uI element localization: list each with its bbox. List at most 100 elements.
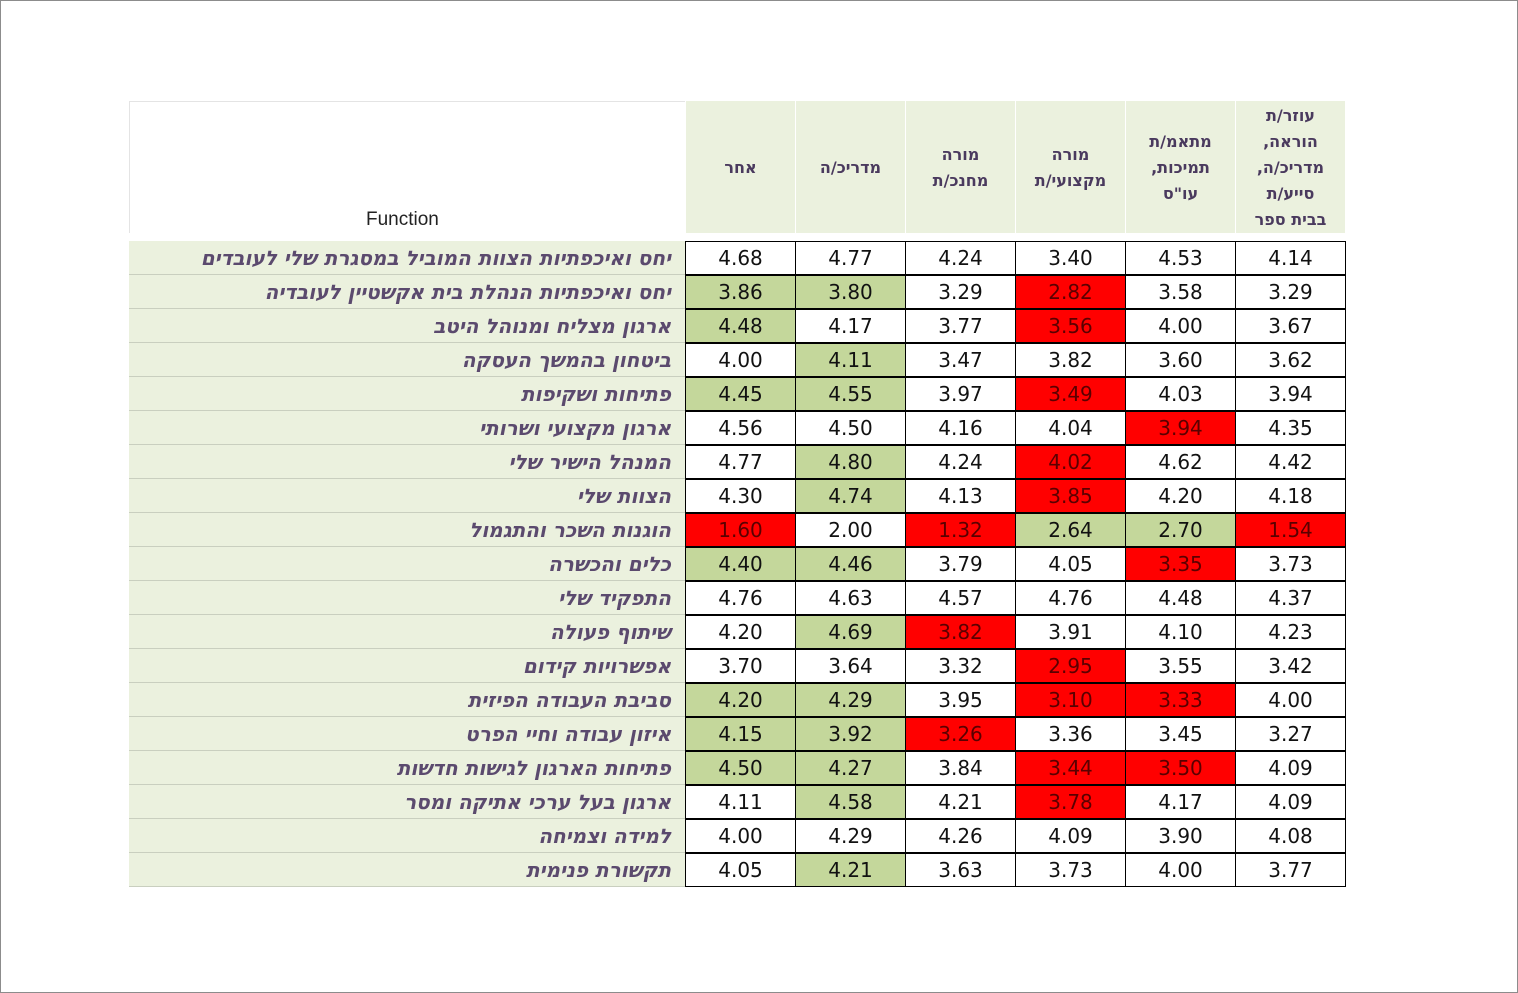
value-cell: 1.54 [1235,513,1346,547]
value-cell: 4.05 [685,853,796,887]
row-label-cell: פתיחות ושקיפות [129,377,685,411]
value-cell: 4.62 [1125,445,1236,479]
value-cell: 4.26 [905,819,1016,853]
value-cell: 4.30 [685,479,796,513]
value-cell: 4.11 [685,785,796,819]
value-cell: 3.94 [1125,411,1236,445]
value-cell: 4.14 [1235,241,1346,275]
value-cell: 4.42 [1235,445,1346,479]
column-header-label: אחר [724,158,757,177]
row-label: ביטחון בהמשך העסקה [461,347,671,372]
row-label: כלים והכשרה [548,551,671,576]
row-label-cell: התפקיד שלי [129,581,685,615]
table-row: ארגון בעל ערכי אתיקה ומסר 4.09 4.17 3.78 4.2… [129,785,1346,819]
row-label: יחס ואיכפתיות הנהלת בית אקשטיין לעובדיה [264,279,671,304]
value-cell: 4.69 [795,615,906,649]
value-cell: 4.18 [1235,479,1346,513]
value-cell: 4.15 [685,717,796,751]
value-cell: 1.32 [905,513,1016,547]
value-cell: 4.48 [1125,581,1236,615]
column-header-label: מתאמ/ת תמיכות, עו"ס [1149,132,1212,203]
value-cell: 3.73 [1235,547,1346,581]
row-label: פתיחות ושקיפות [520,381,671,406]
value-cell: 4.13 [905,479,1016,513]
value-cell: 3.92 [795,717,906,751]
value-cell: 4.16 [905,411,1016,445]
value-cell: 4.35 [1235,411,1346,445]
value-cell: 2.64 [1015,513,1126,547]
value-cell: 3.32 [905,649,1016,683]
value-cell: 3.70 [685,649,796,683]
row-label-cell: למידה וצמיחה [129,819,685,853]
value-cell: 4.20 [685,683,796,717]
row-label-cell: יחס ואיכפתיות הנהלת בית אקשטיין לעובדיה [129,275,685,309]
column-header: מורה מחנכ/ת [905,101,1015,233]
table-row: התפקיד שלי 4.37 4.48 4.76 4.57 4.63 4.76 [129,581,1346,615]
row-label: הצוות שלי [576,483,671,508]
value-cell: 4.50 [685,751,796,785]
value-cell: 3.90 [1125,819,1236,853]
column-header: מורה מקצועי/ת [1015,101,1125,233]
value-cell: 3.91 [1015,615,1126,649]
value-cell: 3.82 [905,615,1016,649]
row-label: אפשרויות קידום [522,653,671,678]
table-row: שיתוף פעולה 4.23 4.10 3.91 3.82 4.69 4.20 [129,615,1346,649]
column-header: מדריכ/ה [795,101,905,233]
value-cell: 3.73 [1015,853,1126,887]
table-row: למידה וצמיחה 4.08 3.90 4.09 4.26 4.29 4.00 [129,819,1346,853]
value-cell: 4.76 [1015,581,1126,615]
value-cell: 4.29 [795,683,906,717]
value-cell: 4.09 [1015,819,1126,853]
value-cell: 3.63 [905,853,1016,887]
header-separator [686,234,1345,241]
row-label-cell: ארגון בעל ערכי אתיקה ומסר [129,785,685,819]
row-label-cell: סביבת העבודה הפיזית [129,683,685,717]
value-cell: 3.10 [1015,683,1126,717]
table-row: הצוות שלי 4.18 4.20 3.85 4.13 4.74 4.30 [129,479,1346,513]
value-cell: 3.45 [1125,717,1236,751]
value-cell: 3.95 [905,683,1016,717]
value-cell: 4.80 [795,445,906,479]
value-cell: 3.35 [1125,547,1236,581]
value-cell: 4.57 [905,581,1016,615]
value-cell: 4.00 [685,819,796,853]
row-label-cell: יחס ואיכפתיות הצוות המוביל במסגרת שלי לע… [129,241,685,275]
value-cell: 4.23 [1235,615,1346,649]
table-row: פתיחות הארגון לגישות חדשות 4.09 3.50 3.44 3.… [129,751,1346,785]
value-cell: 3.62 [1235,343,1346,377]
value-cell: 3.79 [905,547,1016,581]
row-label: הוגנות השכר והתגמול [469,517,671,542]
row-label-cell: איזון עבודה וחיי הפרט [129,717,685,751]
column-header-label: מורה מחנכ/ת [932,145,989,190]
value-cell: 3.29 [905,275,1016,309]
value-cell: 4.37 [1235,581,1346,615]
table-row: תקשורת פנימית 3.77 4.00 3.73 3.63 4.21 4.05 [129,853,1346,887]
value-cell: 3.42 [1235,649,1346,683]
value-cell: 4.74 [795,479,906,513]
row-label-cell: ארגון מצליח ומנוהל היטב [129,309,685,343]
value-cell: 3.36 [1015,717,1126,751]
corner-header: Function [129,101,685,233]
value-cell: 4.03 [1125,377,1236,411]
row-label: למידה וצמיחה [538,823,671,848]
value-cell: 3.77 [1235,853,1346,887]
row-label: תקשורת פנימית [525,857,671,882]
row-label-cell: אפשרויות קידום [129,649,685,683]
table-row: יחס ואיכפתיות הנהלת בית אקשטיין לעובדיה 3… [129,275,1346,309]
value-cell: 3.85 [1015,479,1126,513]
value-cell: 3.49 [1015,377,1126,411]
table-row: הוגנות השכר והתגמול 1.54 2.70 2.64 1.32 2.00 1… [129,513,1346,547]
row-label: שיתוף פעולה [549,619,671,644]
value-cell: 4.00 [1125,853,1236,887]
value-cell: 3.56 [1015,309,1126,343]
value-cell: 3.50 [1125,751,1236,785]
column-header-label: מדריכ/ה [819,158,882,177]
row-label-cell: שיתוף פעולה [129,615,685,649]
value-cell: 4.04 [1015,411,1126,445]
row-label-cell: המנהל הישיר שלי [129,445,685,479]
value-cell: 4.77 [795,241,906,275]
table-row: ארגון מקצועי ושרותי 4.35 3.94 4.04 4.16 4.50 4… [129,411,1346,445]
row-label-cell: תקשורת פנימית [129,853,685,887]
value-cell: 4.24 [905,445,1016,479]
value-cell: 3.29 [1235,275,1346,309]
